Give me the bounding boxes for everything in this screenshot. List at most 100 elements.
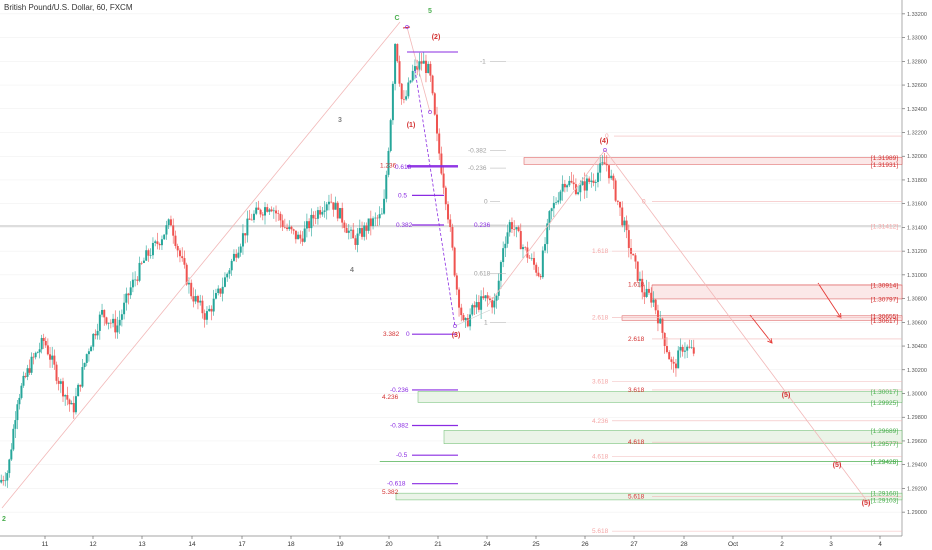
- candle-body: [112, 318, 115, 324]
- candle-body: [354, 238, 357, 245]
- candle-body: [299, 234, 302, 239]
- candle-body: [652, 299, 655, 303]
- candle-body: [440, 153, 443, 174]
- candle-body: [201, 300, 204, 314]
- x-tick-label: 3: [829, 541, 833, 548]
- candle-body: [442, 173, 445, 188]
- candle-body: [352, 229, 355, 239]
- candle-body: [541, 250, 544, 278]
- candle-body: [134, 279, 137, 281]
- candle-body: [83, 362, 86, 368]
- candle-body: [510, 222, 513, 230]
- candle-body: [145, 250, 148, 261]
- candle-body: [118, 319, 121, 326]
- pivot-marker: [428, 110, 432, 114]
- candle-body: [610, 175, 613, 179]
- candle-body: [627, 230, 630, 249]
- price-label: [1.30797]: [871, 296, 898, 303]
- candle-body: [22, 375, 25, 386]
- candle-body: [205, 311, 208, 320]
- x-tick-label: 18: [287, 541, 295, 548]
- candle-body: [427, 63, 430, 74]
- candle-body: [482, 296, 485, 299]
- candle-body: [310, 214, 313, 229]
- candle-body: [361, 228, 364, 237]
- candle-body: [603, 162, 606, 164]
- candle-body: [537, 272, 540, 276]
- x-tick-label: 14: [188, 541, 196, 548]
- candle-body: [374, 217, 377, 219]
- candle-body: [367, 218, 370, 231]
- candle-body: [486, 295, 489, 299]
- candle-body: [389, 120, 392, 151]
- candle-body: [663, 332, 666, 347]
- candle-body: [519, 231, 522, 250]
- candle-body: [192, 296, 195, 302]
- candle-body: [579, 185, 582, 193]
- candle-body: [668, 352, 671, 360]
- candle-body: [358, 228, 361, 234]
- wave-label: 4: [350, 267, 354, 274]
- candle-body: [661, 318, 664, 333]
- candle-body: [422, 60, 425, 64]
- candle-body: [679, 346, 682, 351]
- candle-body: [444, 187, 447, 205]
- candle-body: [62, 381, 64, 397]
- candle-body: [429, 63, 432, 76]
- candle-body: [530, 258, 533, 259]
- candle-body: [464, 317, 467, 321]
- candle-body: [10, 449, 13, 460]
- price-label: [1.30617]: [871, 318, 898, 325]
- candle-body: [314, 218, 317, 219]
- candle-body: [688, 346, 691, 348]
- x-tick-label: 28: [680, 541, 688, 548]
- pivot-marker: [453, 324, 457, 328]
- candle-body: [181, 256, 184, 259]
- y-tick-label: 1.30600: [907, 320, 927, 326]
- candle-body: [431, 75, 434, 94]
- candle-body: [18, 397, 21, 405]
- candle-body: [127, 293, 130, 296]
- wave-line: [454, 309, 491, 327]
- candle-body: [6, 473, 9, 481]
- candle-body: [599, 163, 602, 173]
- candle-body: [223, 277, 226, 287]
- candle-body: [497, 280, 500, 296]
- price-label: [1.30914]: [871, 283, 898, 290]
- candle-body: [34, 352, 37, 358]
- fib-label: 4.236: [592, 418, 609, 425]
- candle-body: [312, 214, 315, 219]
- candle-body: [2, 479, 5, 481]
- price-label: [1.29689]: [871, 428, 898, 435]
- candle-body: [447, 204, 450, 220]
- candle-body: [555, 202, 558, 203]
- candle-body: [51, 355, 54, 360]
- candle-body: [214, 293, 217, 299]
- y-tick-label: 1.31000: [907, 273, 927, 279]
- wave-line: [414, 69, 456, 327]
- candle-body: [665, 346, 668, 353]
- candle-body: [74, 396, 77, 413]
- fib-label: 5.618: [592, 528, 609, 535]
- candle-body: [334, 202, 337, 210]
- candle-body: [539, 275, 542, 278]
- fib-label: 2.618: [628, 336, 645, 343]
- candle-body: [226, 273, 229, 278]
- candle-body: [221, 286, 224, 294]
- candle-body: [190, 282, 193, 297]
- candle-body: [692, 347, 695, 354]
- candle-body: [305, 221, 308, 229]
- candle-body: [301, 238, 304, 242]
- candle-body: [14, 420, 17, 429]
- candle-body: [120, 314, 123, 320]
- candle-body: [241, 233, 244, 247]
- y-tick-label: 1.31600: [907, 202, 927, 208]
- candle-body: [596, 172, 599, 182]
- candle-body: [138, 262, 141, 281]
- candle-body: [369, 218, 372, 227]
- x-tick-label: 25: [532, 541, 540, 548]
- candle-body: [316, 210, 319, 219]
- candle-body: [259, 209, 262, 215]
- candle-body: [524, 247, 527, 248]
